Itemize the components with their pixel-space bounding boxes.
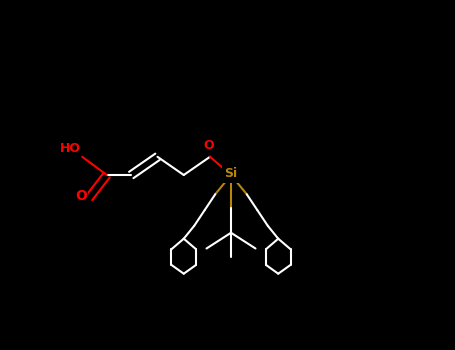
Text: HO: HO <box>60 142 81 155</box>
Text: O: O <box>76 189 87 203</box>
Text: O: O <box>203 139 213 152</box>
Text: Si: Si <box>224 167 238 181</box>
